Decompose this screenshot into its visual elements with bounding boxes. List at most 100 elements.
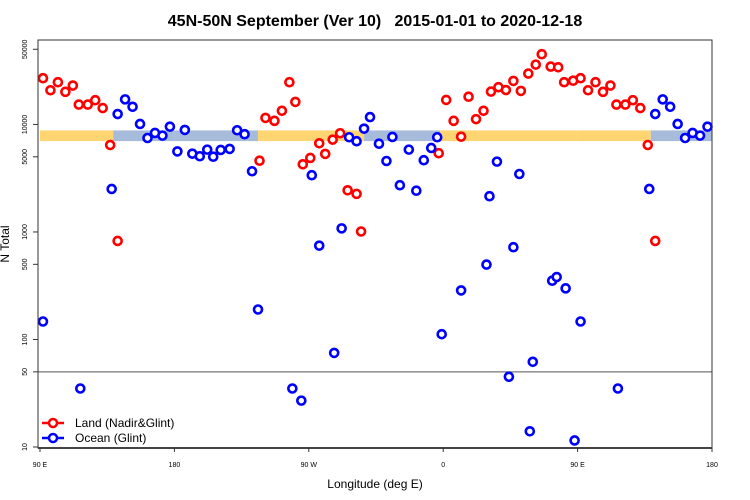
data-point xyxy=(119,94,131,105)
data-point xyxy=(106,183,117,195)
x-tick-label: 90 W xyxy=(301,462,318,469)
legend-ocean-label: Ocean (Glint) xyxy=(75,431,146,445)
data-point xyxy=(327,134,338,145)
data-point xyxy=(481,259,492,270)
legend: Land (Nadir&Glint) Ocean (Glint) xyxy=(42,416,174,445)
data-point xyxy=(373,138,385,150)
data-point xyxy=(455,285,467,296)
data-point xyxy=(215,144,226,156)
data-points xyxy=(37,48,713,446)
data-point xyxy=(635,102,646,114)
y-tick-label: 10000 xyxy=(22,115,29,135)
data-point xyxy=(364,111,376,123)
data-point xyxy=(73,99,85,110)
data-point xyxy=(75,383,86,394)
data-point xyxy=(164,121,176,132)
data-point xyxy=(82,99,94,110)
data-point xyxy=(112,108,123,120)
data-point xyxy=(694,130,706,141)
data-point xyxy=(536,48,548,60)
data-point xyxy=(567,75,579,87)
y-tick-label: 500 xyxy=(22,258,29,270)
data-point xyxy=(611,99,622,110)
data-point xyxy=(296,395,307,406)
data-point xyxy=(503,371,515,383)
data-point xyxy=(470,113,482,125)
data-point xyxy=(612,383,624,394)
data-point xyxy=(590,76,601,88)
data-point xyxy=(313,137,325,149)
band-segment-land xyxy=(40,130,114,142)
data-point xyxy=(679,132,691,144)
data-point xyxy=(672,118,683,130)
data-point xyxy=(508,241,519,253)
y-axis-ticks: 10 50 100 500 1000 5000 10000 50000 xyxy=(22,39,38,451)
data-point xyxy=(67,80,79,91)
data-point xyxy=(440,94,452,106)
series-land xyxy=(37,48,661,247)
data-point xyxy=(142,132,153,144)
data-point xyxy=(334,127,346,139)
x-axis-ticks: 90 E 180 90 W 0 90 E 180 xyxy=(33,448,718,469)
data-point xyxy=(620,99,631,110)
data-point xyxy=(246,165,258,177)
data-point xyxy=(387,131,398,143)
data-point xyxy=(643,183,655,195)
legend-land-label: Land (Nadir&Glint) xyxy=(75,416,174,430)
data-point xyxy=(551,271,562,283)
data-point xyxy=(351,135,362,147)
x-tick-label: 90 E xyxy=(570,462,585,469)
data-point xyxy=(448,115,459,127)
data-point xyxy=(207,151,219,163)
data-point xyxy=(425,142,437,154)
data-point xyxy=(558,76,570,88)
data-point xyxy=(552,61,564,73)
legend-ocean-marker xyxy=(47,432,59,444)
data-point xyxy=(381,155,392,167)
y-tick-label: 5000 xyxy=(22,149,29,165)
band-segment-land xyxy=(440,130,578,142)
data-point xyxy=(597,86,609,98)
data-point xyxy=(515,85,527,97)
data-point xyxy=(351,188,362,200)
band-segment-land xyxy=(258,130,365,142)
data-point xyxy=(306,169,318,181)
data-point xyxy=(127,101,138,113)
data-point xyxy=(313,240,325,251)
y-axis-label: N Total xyxy=(0,225,12,262)
data-point xyxy=(463,91,474,103)
data-point xyxy=(418,154,430,166)
data-point xyxy=(478,105,489,117)
data-point xyxy=(527,356,539,368)
data-point xyxy=(239,128,250,140)
data-point xyxy=(260,112,271,124)
x-axis-label: Longitude (deg E) xyxy=(327,477,422,491)
band-segment-ocean xyxy=(174,130,259,142)
y-tick-label: 10 xyxy=(22,443,29,451)
band-segment-ocean xyxy=(364,130,441,142)
legend-item-land: Land (Nadir&Glint) xyxy=(42,416,174,430)
data-point xyxy=(201,144,213,155)
data-point xyxy=(485,86,497,97)
data-point xyxy=(569,435,580,446)
data-point xyxy=(642,139,654,151)
data-point xyxy=(524,425,536,437)
legend-land-marker xyxy=(47,417,59,429)
data-point xyxy=(304,152,316,164)
data-point xyxy=(224,143,235,155)
data-point xyxy=(172,146,183,157)
data-point xyxy=(297,158,309,170)
data-point xyxy=(179,124,191,136)
data-point xyxy=(254,155,265,166)
data-point xyxy=(491,156,503,167)
data-point xyxy=(702,121,713,132)
data-point xyxy=(523,68,534,79)
data-point xyxy=(37,72,49,84)
x-tick-label: 180 xyxy=(706,462,718,469)
data-point xyxy=(436,328,448,340)
data-point xyxy=(252,304,264,315)
data-point xyxy=(355,226,367,237)
data-point xyxy=(403,144,415,155)
data-point xyxy=(269,115,280,127)
